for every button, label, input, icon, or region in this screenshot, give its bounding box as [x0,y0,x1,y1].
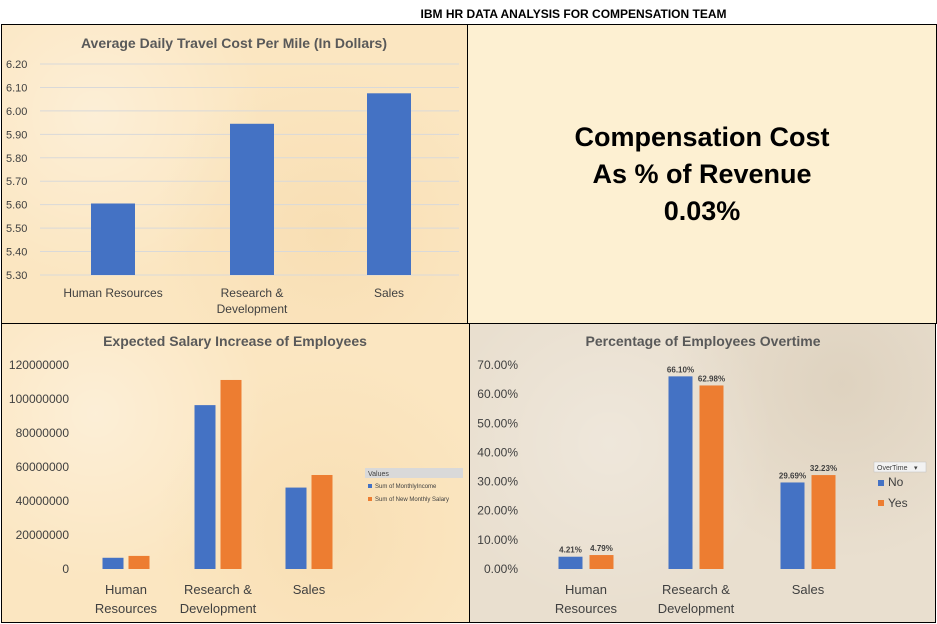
legend-swatch-income [368,484,372,488]
bar[interactable] [102,557,124,569]
y-tick-label: 120000000 [9,358,69,372]
legend-title: Values [368,471,389,478]
x-category-label: Sales [293,582,326,597]
bar[interactable] [367,93,411,275]
y-tick-label: 60000000 [16,460,70,474]
y-tick-label: 100000000 [9,392,69,406]
bar[interactable] [285,487,307,569]
bar[interactable] [91,203,135,275]
x-category-label: Human [565,582,607,597]
data-label: 4.79% [590,544,613,553]
y-tick-label: 6.20 [6,59,27,71]
dashboard-title: IBM HR DATA ANALYSIS FOR COMPENSATION TE… [420,7,727,21]
salary-increase-panel: Expected Salary Increase of Employees 0 2… [1,323,470,623]
y-tick-label: 0.00% [484,562,518,576]
x-category-label: Development [658,601,735,616]
travel-cost-chart: Average Daily Travel Cost Per Mile (In D… [6,35,459,316]
bar[interactable] [194,405,216,569]
bar[interactable] [128,555,150,569]
data-label: 4.21% [559,546,582,555]
bar[interactable] [558,556,583,569]
bar[interactable] [230,123,274,276]
legend-title: OverTime [877,465,908,472]
x-category-label: Development [217,302,288,316]
x-category-label: Research & [184,582,252,597]
y-tick-label: 0 [62,562,69,576]
legend-label-income: Sum of MonthlyIncome [375,484,437,490]
y-tick-label: 50.00% [477,416,518,430]
y-tick-label: 80000000 [16,426,70,440]
chart-title: Average Daily Travel Cost Per Mile (In D… [81,35,387,51]
bar[interactable] [220,379,242,569]
y-tick-label: 5.50 [6,223,27,235]
filter-dropdown-icon[interactable]: ▾ [914,465,918,472]
y-tick-label: 60.00% [477,387,518,401]
y-tick-label: 40000000 [16,494,70,508]
legend-label-yes: Yes [888,496,908,510]
x-category-label: Human [105,582,147,597]
kpi-panel: Compensation Cost As % of Revenue 0.03% [467,24,937,324]
kpi-value: 0.03% [663,195,741,226]
data-label: 29.69% [779,471,806,480]
y-tick-label: 30.00% [477,475,518,489]
overtime-legend: OverTime ▾ No Yes [873,461,927,510]
y-tick-label: 5.60 [6,200,27,212]
y-tick-label: 6.00 [6,106,27,118]
y-tick-label: 5.40 [6,247,27,259]
y-tick-label: 70.00% [477,358,518,372]
salary-increase-chart: Expected Salary Increase of Employees 0 2… [9,333,463,616]
data-label: 66.10% [667,365,694,374]
overtime-chart: Percentage of Employees Overtime 0.00% 10… [477,333,927,616]
legend-label-no: No [888,475,904,489]
legend-swatch-new-salary [368,497,372,501]
chart-title: Percentage of Employees Overtime [586,333,821,349]
legend-swatch-no [878,480,884,486]
bar[interactable] [780,482,805,569]
y-tick-label: 5.80 [6,153,27,165]
kpi-label-line2: As % of Revenue [592,158,812,189]
bar[interactable] [668,376,693,569]
bar[interactable] [589,555,614,569]
x-category-label: Human Resources [63,286,162,300]
x-category-label: Sales [792,582,825,597]
legend-title-bar [365,468,463,478]
overtime-panel: Percentage of Employees Overtime 0.00% 10… [469,323,936,623]
chart-title: Expected Salary Increase of Employees [103,333,367,349]
y-tick-label: 40.00% [477,445,518,459]
y-tick-label: 20.00% [477,504,518,518]
data-label: 62.98% [698,374,725,383]
x-category-label: Sales [374,286,404,300]
y-tick-label: 5.30 [6,270,27,282]
y-tick-label: 10.00% [477,533,518,547]
x-category-label: Research & [221,286,284,300]
bar[interactable] [311,474,333,569]
kpi-block: Compensation Cost As % of Revenue 0.03% [468,25,936,323]
data-label: 32.23% [810,464,837,473]
y-tick-label: 5.70 [6,176,27,188]
salary-legend: Values Sum of MonthlyIncome Sum of New M… [365,468,463,503]
y-tick-label: 6.10 [6,82,27,94]
x-category-label: Resources [555,601,618,616]
x-category-label: Resources [95,601,158,616]
x-category-label: Research & [662,582,730,597]
y-tick-label: 20000000 [16,528,70,542]
kpi-label-line1: Compensation Cost [574,121,830,152]
travel-cost-panel: Average Daily Travel Cost Per Mile (In D… [1,24,468,324]
legend-label-new-salary: Sum of New Monthly Salary [375,497,449,503]
bar[interactable] [811,475,836,569]
x-category-label: Development [180,601,257,616]
bar[interactable] [699,385,724,569]
legend-swatch-yes [878,500,884,506]
legend-filter-button[interactable] [873,461,927,473]
y-tick-label: 5.90 [6,129,27,141]
